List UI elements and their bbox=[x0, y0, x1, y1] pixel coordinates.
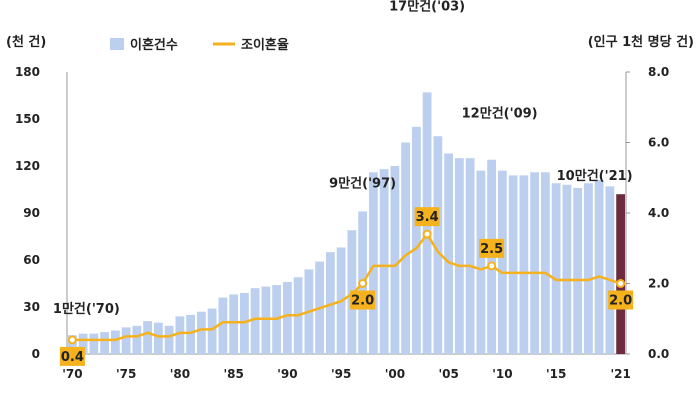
rate-callout-label: 3.4 bbox=[416, 210, 439, 225]
rate-marker bbox=[67, 335, 77, 345]
bar bbox=[153, 322, 163, 354]
x-tick-label: '85 bbox=[223, 367, 243, 381]
bar-annotation: 1만건('70) bbox=[53, 301, 120, 317]
bar bbox=[583, 183, 593, 354]
bar bbox=[444, 153, 454, 354]
bar-annotation: 10만건('21) bbox=[557, 168, 633, 184]
rate-marker bbox=[616, 279, 626, 288]
x-tick-label: '75 bbox=[116, 367, 136, 381]
x-tick-label: '10 bbox=[492, 367, 512, 381]
bar bbox=[379, 169, 389, 354]
bar bbox=[207, 308, 217, 354]
bar bbox=[218, 297, 228, 354]
bar bbox=[562, 184, 572, 354]
x-tick-label: '15 bbox=[546, 367, 566, 381]
bar bbox=[605, 186, 615, 354]
rate-marker bbox=[358, 279, 368, 288]
bar bbox=[164, 325, 174, 354]
rate-line bbox=[72, 232, 622, 342]
bar bbox=[540, 172, 550, 354]
bars-layer bbox=[67, 92, 626, 354]
right-tick-label: 2.0 bbox=[648, 277, 669, 291]
legend: 이혼건수 조이혼율 bbox=[110, 37, 289, 53]
rate-callout-box bbox=[479, 238, 505, 258]
rate-callout-box bbox=[59, 346, 85, 366]
right-unit-label: (인구 1천 명당 건) bbox=[588, 34, 694, 50]
bar bbox=[186, 314, 196, 354]
bar bbox=[476, 170, 486, 354]
rate-callout-label: 2.5 bbox=[480, 242, 503, 257]
bar bbox=[196, 311, 206, 354]
x-tick-label: '90 bbox=[277, 367, 297, 381]
bar-annotation: 12만건('09) bbox=[462, 106, 538, 122]
bar bbox=[368, 172, 378, 354]
bar bbox=[573, 187, 583, 354]
rate-callout-label: 2.0 bbox=[609, 294, 632, 309]
bar bbox=[454, 158, 464, 354]
bar bbox=[519, 175, 529, 354]
rate-callout-box bbox=[350, 290, 376, 310]
bar bbox=[282, 281, 292, 354]
x-tick-label: '00 bbox=[385, 367, 405, 381]
x-tick-label: '05 bbox=[438, 367, 458, 381]
legend-line-label: 조이혼율 bbox=[241, 37, 289, 53]
bar bbox=[250, 288, 260, 354]
bar bbox=[325, 252, 335, 354]
bar bbox=[497, 170, 507, 354]
bar bbox=[121, 327, 131, 354]
line-layer: 0.4 2.0 3.4 2.5 2.0 bbox=[59, 207, 634, 366]
left-unit-label: (천 건) bbox=[6, 34, 46, 50]
left-tick-label: 120 bbox=[15, 159, 40, 173]
bar bbox=[100, 332, 110, 354]
rate-callout-box bbox=[414, 207, 440, 227]
left-tick-label: 0 bbox=[32, 347, 40, 361]
rate-marker bbox=[487, 261, 497, 271]
legend-bar-swatch bbox=[110, 38, 124, 50]
bar bbox=[67, 335, 77, 354]
bar bbox=[78, 333, 88, 354]
bar bbox=[508, 175, 518, 354]
bar bbox=[132, 325, 142, 354]
bar bbox=[143, 321, 153, 354]
right-tick-label: 4.0 bbox=[648, 206, 669, 220]
right-tick-label: 0.0 bbox=[648, 347, 669, 361]
right-tick-label: 8.0 bbox=[648, 65, 669, 79]
bar bbox=[175, 316, 185, 354]
left-tick-label: 60 bbox=[23, 253, 40, 267]
bar bbox=[261, 286, 271, 354]
bar-annotation: 17만건('03) bbox=[389, 0, 465, 14]
bar bbox=[229, 294, 239, 354]
rate-callout-label: 2.0 bbox=[351, 294, 374, 309]
bar bbox=[433, 136, 443, 354]
rate-marker bbox=[422, 229, 432, 239]
bar bbox=[465, 158, 475, 354]
x-tick-label: '70 bbox=[62, 367, 82, 381]
rate-callout-box bbox=[608, 290, 634, 310]
bar-annotation: 9만건('97) bbox=[329, 175, 396, 191]
left-tick-label: 180 bbox=[15, 65, 40, 79]
bar bbox=[551, 183, 561, 354]
labels-layer: (천 건) (인구 1천 명당 건) 이혼건수 조이혼율 0 30 60 90 120 1… bbox=[6, 0, 694, 381]
x-tick-label: '95 bbox=[331, 367, 351, 381]
bar bbox=[89, 333, 99, 354]
rate-callout-label: 0.4 bbox=[61, 350, 84, 365]
x-tick-label: '21 bbox=[610, 367, 630, 381]
bar bbox=[594, 180, 604, 354]
left-tick-label: 30 bbox=[23, 300, 40, 314]
bar bbox=[390, 166, 400, 354]
bar bbox=[411, 126, 421, 354]
right-tick-label: 6.0 bbox=[648, 136, 669, 150]
bar bbox=[401, 142, 411, 354]
left-tick-label: 90 bbox=[23, 206, 40, 220]
bar bbox=[110, 330, 120, 354]
x-tick-label: '80 bbox=[170, 367, 190, 381]
left-tick-label: 150 bbox=[15, 112, 40, 126]
bar bbox=[530, 172, 540, 354]
bar bbox=[616, 194, 626, 354]
legend-bar-label: 이혼건수 bbox=[130, 37, 178, 53]
